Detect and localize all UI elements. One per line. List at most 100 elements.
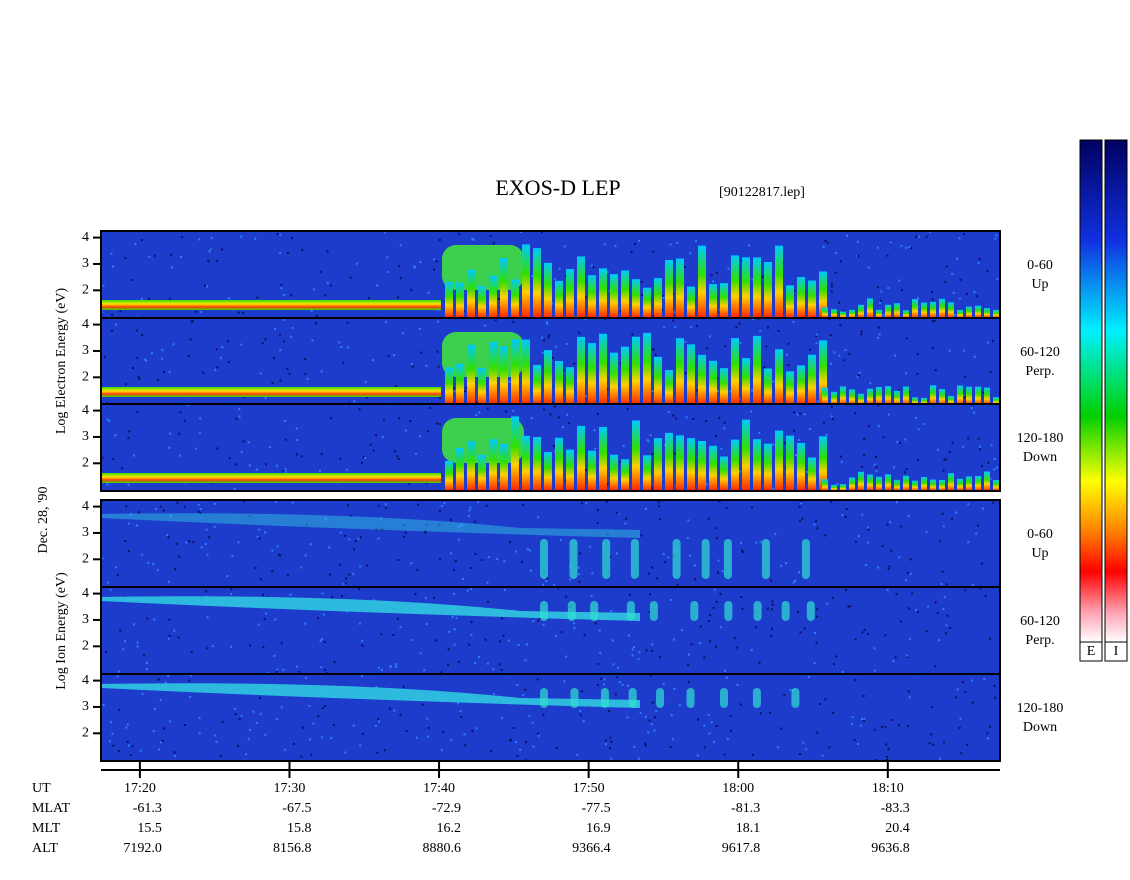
burst — [912, 299, 918, 318]
burst — [753, 335, 761, 405]
noise — [578, 580, 581, 583]
noise — [649, 674, 652, 677]
noise — [315, 314, 318, 317]
noise — [582, 720, 585, 723]
noise — [905, 337, 908, 340]
burst — [555, 361, 563, 405]
noise — [147, 561, 150, 564]
panel: 234 — [82, 586, 1001, 675]
noise — [173, 568, 176, 571]
spectrogram — [101, 674, 1000, 761]
noise — [188, 540, 191, 543]
burst — [858, 471, 864, 491]
noise — [861, 631, 864, 634]
noise — [907, 515, 910, 518]
noise — [690, 643, 693, 646]
noise — [609, 555, 612, 558]
ion-burst — [630, 539, 639, 579]
noise — [861, 465, 864, 468]
noise — [596, 522, 599, 525]
noise — [772, 380, 775, 383]
noise — [320, 638, 323, 641]
noise — [888, 565, 891, 568]
burst — [948, 473, 954, 491]
burst — [894, 303, 900, 318]
noise — [404, 531, 407, 534]
noise — [289, 593, 292, 596]
noise — [741, 549, 744, 552]
noise — [751, 278, 754, 281]
noise — [456, 702, 459, 705]
noise — [136, 645, 139, 648]
noise — [738, 470, 741, 473]
noise — [577, 566, 580, 569]
noise — [364, 457, 367, 460]
noise — [119, 629, 122, 632]
ion-burst — [567, 601, 576, 621]
noise — [886, 254, 889, 257]
noise — [962, 445, 965, 448]
burst — [599, 333, 607, 405]
noise — [118, 708, 121, 711]
noise — [377, 504, 380, 507]
burst — [709, 360, 717, 405]
noise — [508, 380, 511, 383]
noise — [880, 290, 883, 293]
noise — [763, 366, 766, 369]
panel: 234 — [82, 499, 1001, 588]
noise — [915, 608, 918, 611]
burst — [764, 261, 772, 318]
noise — [712, 280, 715, 283]
noise — [291, 326, 294, 329]
noise — [798, 438, 801, 441]
noise — [202, 371, 205, 374]
noise — [651, 643, 654, 646]
noise — [970, 407, 973, 410]
noise — [282, 340, 285, 343]
noise — [284, 438, 287, 441]
burst — [445, 367, 453, 405]
noise — [139, 749, 142, 752]
noise — [555, 747, 558, 750]
noise — [553, 405, 556, 408]
noise — [380, 528, 383, 531]
noise — [286, 574, 289, 577]
noise — [592, 266, 595, 269]
noise — [976, 524, 979, 527]
noise — [627, 634, 630, 637]
noise — [946, 614, 949, 617]
noise — [657, 501, 660, 504]
burst — [467, 441, 475, 491]
noise — [780, 564, 783, 567]
noise — [349, 276, 352, 279]
burst — [867, 474, 873, 491]
noise — [235, 417, 238, 420]
noise — [399, 244, 402, 247]
noise — [625, 517, 628, 520]
noise — [941, 512, 944, 515]
noise — [178, 432, 181, 435]
noise — [717, 571, 720, 574]
noise — [801, 517, 804, 520]
noise — [866, 633, 869, 636]
noise — [433, 258, 436, 261]
noise — [792, 320, 795, 323]
noise — [453, 643, 456, 646]
noise — [486, 662, 489, 665]
noise — [939, 757, 942, 760]
noise — [542, 623, 545, 626]
noise — [555, 345, 558, 348]
noise — [473, 520, 476, 523]
noise — [964, 589, 967, 592]
noise — [799, 500, 802, 503]
noise — [633, 745, 636, 748]
noise — [150, 352, 153, 355]
noise — [205, 528, 208, 531]
noise — [238, 311, 241, 314]
noise — [276, 545, 279, 548]
noise — [672, 292, 675, 295]
noise — [959, 278, 962, 281]
noise — [199, 512, 202, 515]
noise — [627, 684, 630, 687]
noise — [637, 658, 640, 661]
